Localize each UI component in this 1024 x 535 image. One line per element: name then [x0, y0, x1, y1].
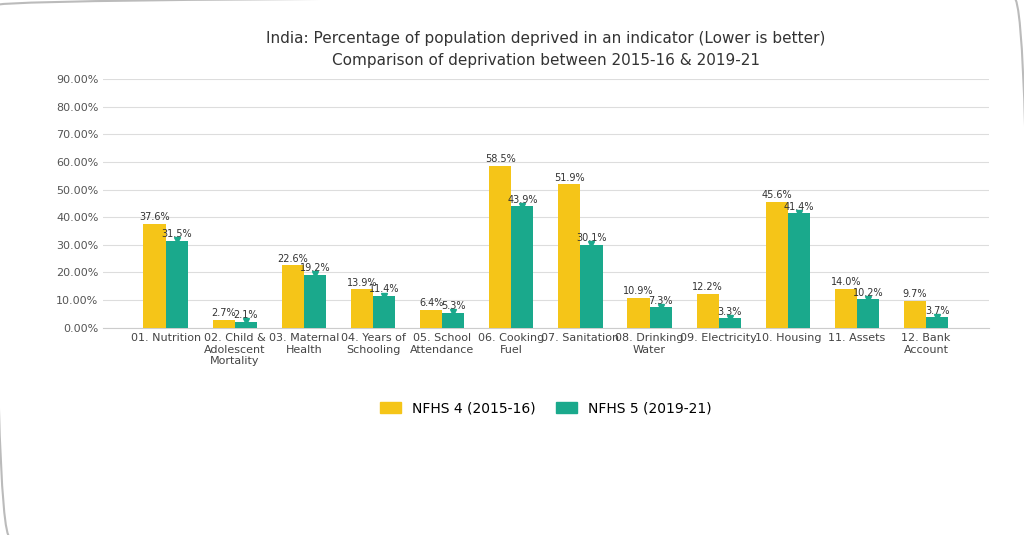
Bar: [282, 265, 304, 327]
Bar: [628, 297, 649, 327]
Text: 10.2%: 10.2%: [853, 288, 884, 298]
Text: 31.5%: 31.5%: [162, 229, 191, 239]
Bar: [420, 310, 442, 327]
Text: 2.7%: 2.7%: [211, 309, 236, 318]
Text: 22.6%: 22.6%: [278, 254, 308, 264]
Text: 5.3%: 5.3%: [441, 301, 466, 311]
Bar: [511, 207, 534, 327]
Bar: [234, 322, 257, 327]
Text: 3.3%: 3.3%: [718, 307, 742, 317]
Text: 2.1%: 2.1%: [233, 310, 258, 320]
Text: 9.7%: 9.7%: [903, 289, 928, 299]
Text: 10.9%: 10.9%: [624, 286, 653, 296]
Text: 45.6%: 45.6%: [762, 190, 793, 200]
Bar: [581, 244, 602, 327]
Bar: [166, 241, 187, 327]
Text: 43.9%: 43.9%: [507, 195, 538, 205]
Text: 13.9%: 13.9%: [347, 278, 377, 288]
Bar: [835, 289, 857, 327]
Text: 12.2%: 12.2%: [692, 282, 723, 292]
Bar: [857, 300, 880, 327]
Bar: [351, 289, 373, 327]
Bar: [787, 213, 810, 327]
Bar: [719, 318, 740, 327]
Bar: [373, 296, 395, 327]
Text: 14.0%: 14.0%: [830, 277, 861, 287]
Bar: [489, 166, 511, 327]
Bar: [213, 320, 234, 327]
Bar: [926, 317, 948, 327]
Text: 19.2%: 19.2%: [300, 263, 330, 273]
Text: 37.6%: 37.6%: [139, 212, 170, 222]
Title: India: Percentage of population deprived in an indicator (Lower is better)
Compa: India: Percentage of population deprived…: [266, 31, 825, 68]
Bar: [558, 185, 581, 327]
Text: 41.4%: 41.4%: [783, 202, 814, 212]
Bar: [904, 301, 926, 327]
Text: 3.7%: 3.7%: [925, 305, 949, 316]
Text: 7.3%: 7.3%: [648, 296, 673, 306]
Bar: [143, 224, 166, 327]
Text: 58.5%: 58.5%: [484, 155, 516, 164]
Text: 51.9%: 51.9%: [554, 173, 585, 182]
Text: 6.4%: 6.4%: [419, 299, 443, 308]
Bar: [304, 274, 326, 327]
Bar: [696, 294, 719, 327]
Bar: [442, 313, 464, 327]
Bar: [766, 202, 787, 327]
Text: 30.1%: 30.1%: [577, 233, 607, 243]
Legend: NFHS 4 (2015-16), NFHS 5 (2019-21): NFHS 4 (2015-16), NFHS 5 (2019-21): [380, 401, 712, 415]
Bar: [649, 308, 672, 327]
Text: 11.4%: 11.4%: [369, 285, 399, 294]
